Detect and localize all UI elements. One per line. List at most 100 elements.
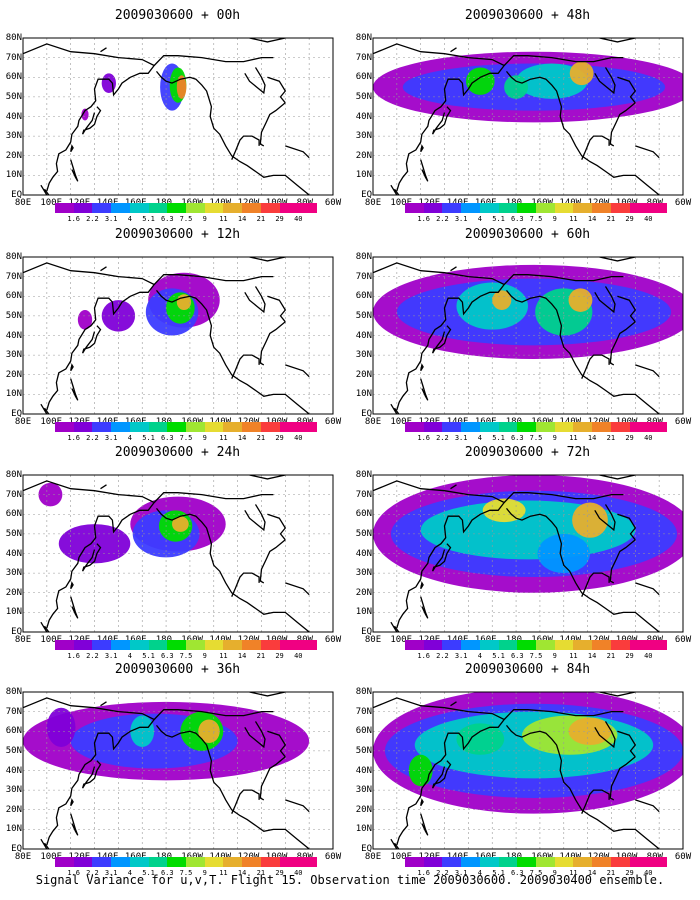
colorbar-swatch [298, 422, 317, 432]
latitude-label: 70N [5, 271, 22, 282]
coastline [503, 709, 624, 720]
variance-shading [568, 288, 593, 312]
colorbar-level-label: 3.1 [454, 869, 468, 877]
colorbar-swatch [405, 203, 425, 213]
coastline [155, 507, 310, 632]
colorbar-level-label: 29 [625, 215, 634, 223]
coastline [617, 730, 637, 758]
colorbar-swatch [610, 203, 631, 213]
colorbar-level-label: 2.2 [436, 652, 449, 660]
longitude-label: 80E [365, 635, 381, 645]
colorbar-swatch [423, 203, 443, 213]
latitude-label: EQ [11, 844, 22, 854]
colorbar-level-label: 14 [237, 869, 247, 877]
latitude-label: 70N [355, 271, 372, 282]
colorbar-swatch [55, 857, 75, 867]
colorbar-swatch [279, 640, 299, 650]
longitude-label: 100E [40, 417, 62, 427]
longitude-label: 60W [325, 635, 342, 645]
panel-title: 2009030600 + 24h [114, 445, 241, 460]
figure-caption: Signal Variance for u,v,T. Flight 15. Ob… [35, 873, 665, 887]
coastline [609, 756, 636, 801]
panel-title: 2009030600 + 48h [464, 8, 591, 23]
variance-shading [38, 482, 63, 507]
colorbar-level-label: 6.3 [510, 434, 524, 442]
coastline [390, 184, 400, 195]
longitude-label: 100E [390, 635, 412, 645]
colorbar-swatch [298, 640, 317, 650]
coastline [505, 70, 660, 195]
coastline [153, 55, 274, 66]
coastline [594, 67, 616, 95]
colorbar-level-label: 7.5 [529, 434, 543, 442]
colorbar-swatch [554, 422, 574, 432]
forecast-panel: 2009030600 + 72h80E100E120E140E160E18016… [355, 445, 700, 660]
coastline [285, 799, 310, 813]
latitude-label: 70N [5, 489, 22, 500]
coastline [249, 692, 286, 697]
coastline [594, 286, 616, 314]
coastline [390, 621, 400, 632]
colorbar-level-label: 1.6 [417, 215, 431, 223]
coastline [450, 266, 457, 272]
longitude-label: 60W [675, 852, 692, 862]
colorbar-swatch [148, 640, 168, 650]
colorbar-level-label: 11 [569, 869, 578, 877]
coastline [249, 257, 286, 262]
forecast-panel: 2009030600 + 48h80E100E120E140E160E18016… [355, 8, 700, 223]
latitude-label: 40N [355, 330, 372, 341]
colorbar-swatch [111, 203, 131, 213]
colorbar-level-label: 9 [552, 434, 557, 442]
coastline [373, 480, 506, 629]
colorbar-swatch [223, 857, 243, 867]
coastline [23, 262, 156, 411]
coastline [70, 581, 74, 590]
colorbar-swatch [279, 422, 299, 432]
coastline [259, 321, 286, 366]
coastline [259, 756, 286, 801]
longitude-label: 80E [15, 198, 31, 208]
coastline [431, 325, 452, 354]
coastline [267, 76, 287, 104]
colorbar-level-label: 29 [275, 869, 284, 877]
longitude-label: 60W [325, 417, 342, 427]
latitude-label: 20N [5, 587, 22, 598]
colorbar-swatch [498, 422, 518, 432]
colorbar-swatch [517, 203, 537, 213]
longitude-label: 100E [390, 417, 412, 427]
coastline [431, 760, 452, 789]
colorbar-swatch [73, 422, 93, 432]
latitude-label: 50N [5, 91, 22, 102]
coastline [23, 43, 156, 192]
colorbar-level-label: 4 [127, 652, 132, 660]
colorbar-swatch [536, 857, 556, 867]
colorbar-swatch [260, 203, 281, 213]
colorbar-level-label: 5.1 [492, 215, 505, 223]
colorbar-level-label: 21 [256, 434, 266, 442]
coastline [244, 721, 266, 749]
coastline [40, 403, 50, 414]
colorbar-level-label: 7.5 [179, 652, 193, 660]
colorbar-swatch [405, 857, 425, 867]
colorbar-swatch [148, 422, 168, 432]
coastline [420, 378, 429, 401]
colorbar-swatch [129, 640, 150, 650]
coastline [155, 70, 310, 195]
coastline [420, 144, 424, 153]
coastline [431, 543, 452, 572]
colorbar-swatch [92, 857, 112, 867]
colorbar-swatch [610, 422, 631, 432]
coastline [70, 378, 79, 401]
latitude-label: 70N [355, 706, 372, 717]
colorbar-swatch [554, 857, 574, 867]
colorbar-swatch [92, 203, 112, 213]
colorbar-level-label: 3.1 [104, 869, 118, 877]
coastline [505, 507, 660, 632]
colorbar-level-label: 11 [569, 215, 578, 223]
colorbar-level-label: 14 [237, 434, 247, 442]
latitude-label: 30N [5, 350, 22, 361]
coastline [231, 789, 260, 814]
colorbar-level-label: 4 [477, 434, 482, 442]
coastline [153, 492, 274, 503]
colorbar-swatch [461, 640, 481, 650]
